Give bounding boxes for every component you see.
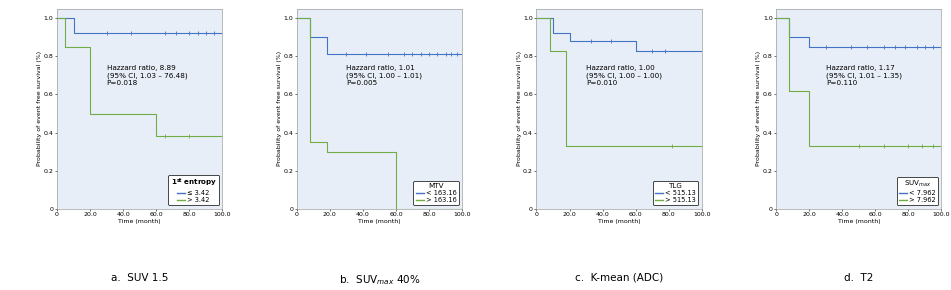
- X-axis label: Time (month): Time (month): [359, 219, 400, 224]
- Text: c.  K-mean (ADC): c. K-mean (ADC): [575, 273, 663, 283]
- Text: Hazzard ratio, 1.00
(95% CI, 1.00 – 1.00)
P=0.010: Hazzard ratio, 1.00 (95% CI, 1.00 – 1.00…: [586, 65, 662, 86]
- Text: Hazzard ratio, 1.17
(95% CI, 1.01 – 1.35)
P=0.110: Hazzard ratio, 1.17 (95% CI, 1.01 – 1.35…: [825, 65, 902, 86]
- X-axis label: Time (month): Time (month): [838, 219, 880, 224]
- Legend: ≤ 3.42, > 3.42: ≤ 3.42, > 3.42: [168, 175, 219, 206]
- X-axis label: Time (month): Time (month): [598, 219, 640, 224]
- Y-axis label: Probability of event free survival (%): Probability of event free survival (%): [756, 51, 762, 166]
- Text: a.  SUV 1.5: a. SUV 1.5: [111, 273, 168, 283]
- Legend: < 515.13, > 515.13: < 515.13, > 515.13: [653, 181, 698, 206]
- Y-axis label: Probability of event free survival (%): Probability of event free survival (%): [516, 51, 522, 166]
- Y-axis label: Probability of event free survival (%): Probability of event free survival (%): [277, 51, 282, 166]
- X-axis label: Time (month): Time (month): [119, 219, 161, 224]
- Text: Hazzard ratio, 8.89
(95% CI, 1.03 – 76.48)
P=0.018: Hazzard ratio, 8.89 (95% CI, 1.03 – 76.4…: [107, 65, 187, 86]
- Text: d.  T2: d. T2: [844, 273, 874, 283]
- Text: b.  SUV$_{max}$ 40%: b. SUV$_{max}$ 40%: [339, 273, 420, 287]
- Legend: < 7.962, > 7.962: < 7.962, > 7.962: [897, 177, 938, 206]
- Y-axis label: Probability of event free survival (%): Probability of event free survival (%): [37, 51, 43, 166]
- Text: Hazzard ratio, 1.01
(95% CI, 1.00 – 1.01)
P=0.005: Hazzard ratio, 1.01 (95% CI, 1.00 – 1.01…: [346, 65, 422, 86]
- Legend: < 163.16, > 163.16: < 163.16, > 163.16: [414, 181, 458, 206]
